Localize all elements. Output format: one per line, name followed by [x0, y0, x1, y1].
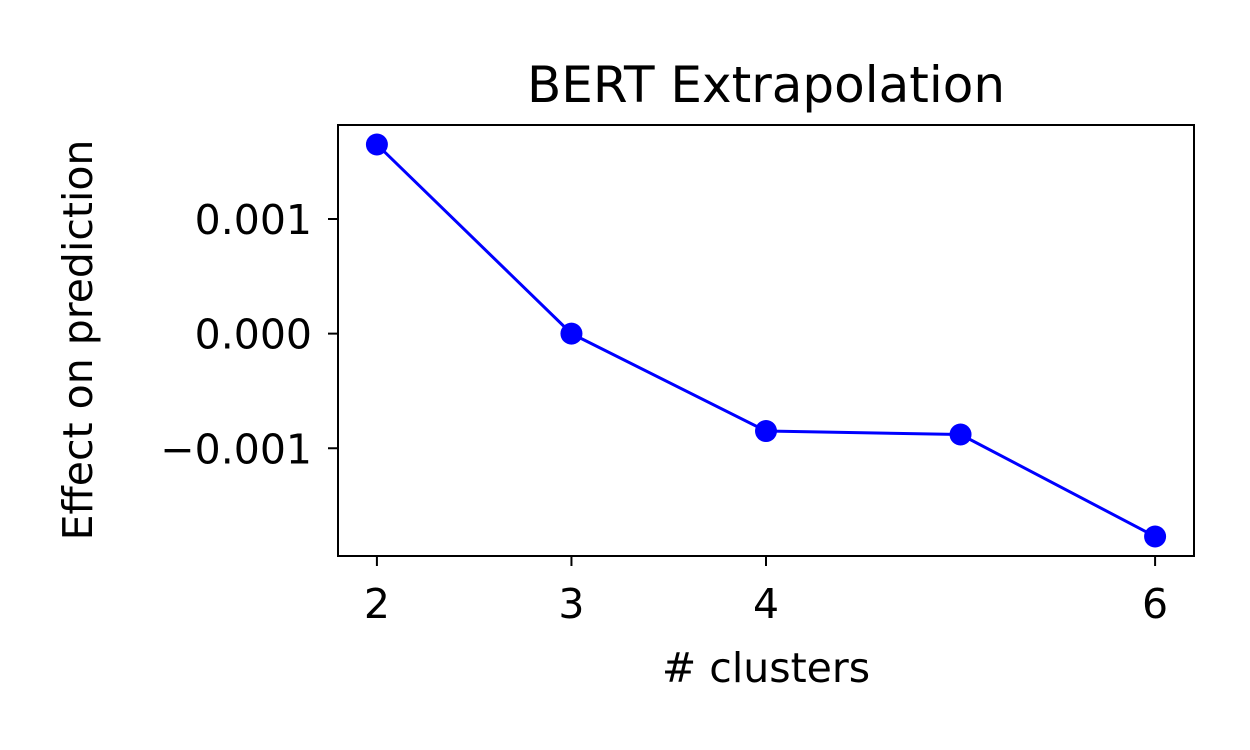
- x-tick-label: 6: [1142, 580, 1168, 628]
- data-point: [1144, 525, 1167, 548]
- x-tick-label: 2: [364, 580, 390, 628]
- y-tick-label: 0.000: [195, 311, 312, 359]
- data-point: [365, 133, 388, 156]
- x-axis-ticks: 2 3 4 6: [364, 556, 1168, 628]
- x-axis-label: # clusters: [662, 644, 870, 692]
- y-tick-label: −0.001: [160, 425, 312, 473]
- y-tick-label: 0.001: [195, 196, 312, 244]
- y-axis-label: Effect on prediction: [54, 140, 102, 541]
- data-point: [560, 322, 583, 345]
- y-axis-ticks: 0.001 0.000 −0.001: [160, 196, 338, 473]
- data-point: [755, 420, 777, 443]
- plot-area-frame: [337, 124, 1195, 557]
- chart-title: BERT Extrapolation: [527, 56, 1005, 114]
- data-point: [949, 423, 972, 446]
- x-tick-label: 4: [753, 580, 779, 628]
- x-tick-label: 3: [558, 580, 584, 628]
- series-layer: [365, 133, 1167, 548]
